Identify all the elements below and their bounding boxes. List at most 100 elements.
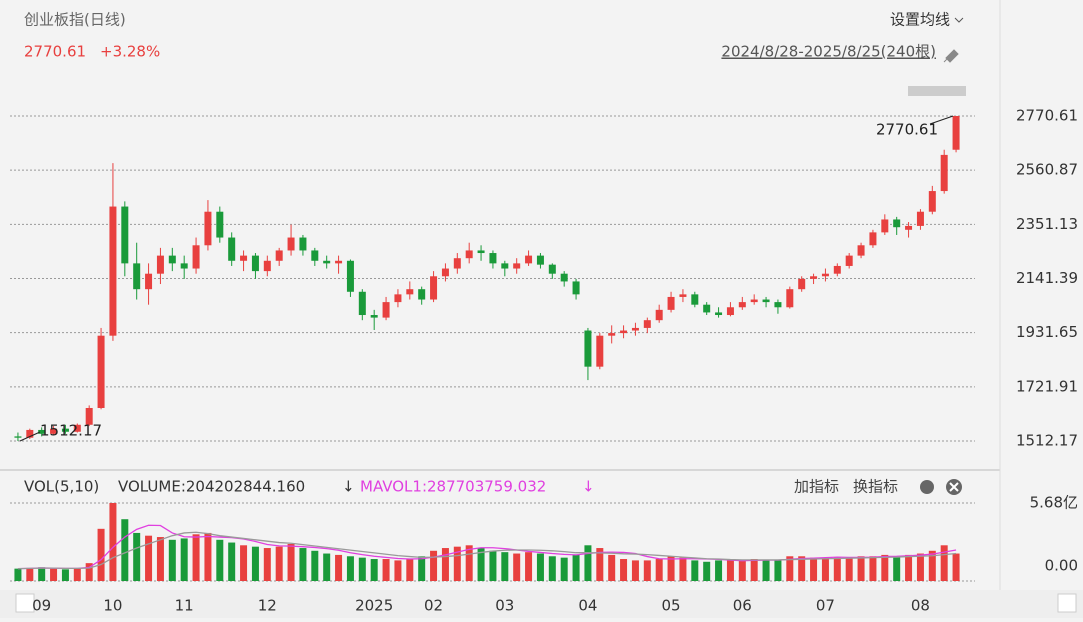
pin-icon[interactable]: [943, 49, 959, 63]
candle-body: [536, 255, 544, 265]
candle-body: [61, 428, 69, 432]
volume-bar: [596, 548, 604, 581]
volume-bar: [133, 532, 141, 581]
candle-body: [513, 263, 521, 269]
candle-body: [26, 429, 34, 438]
volume-bar: [180, 538, 188, 581]
range[interactable]: 2024/8/28-2025/8/25(240根): [721, 43, 936, 61]
candle-body: [287, 237, 295, 251]
volume-bar: [418, 556, 426, 581]
vol-tick-label: 5.68亿: [1030, 494, 1078, 512]
x-tick-label: 03: [495, 597, 514, 615]
scroll-left[interactable]: [15, 593, 35, 613]
volume-bar: [548, 556, 556, 581]
y-tick-label: 1512.17: [1016, 432, 1078, 450]
down-arrow: ↓: [582, 478, 595, 496]
x-tick-label: 10: [103, 597, 122, 615]
candle-body: [346, 260, 354, 292]
candle-body: [109, 206, 117, 336]
volume-bar: [905, 554, 913, 581]
volume-bar: [643, 560, 651, 581]
volume-bar: [394, 560, 402, 581]
candle-body: [370, 315, 378, 318]
scroll-right[interactable]: [1057, 593, 1077, 613]
settings-icon[interactable]: [920, 480, 934, 494]
candle-body: [786, 289, 794, 308]
change: +3.28%: [100, 43, 160, 61]
volume-bar: [715, 560, 723, 581]
x-tick-label: 2025: [355, 597, 393, 615]
volume-bar: [73, 568, 81, 581]
volume-bar: [620, 559, 628, 581]
price: 2770.61: [24, 43, 86, 61]
volume-bar: [750, 559, 758, 581]
candle-body: [916, 211, 924, 226]
candle-body: [726, 307, 734, 316]
volume-bar: [97, 528, 105, 581]
ma-setting[interactable]: 设置均线: [890, 11, 950, 29]
mavol1-value: MAVOL1:287703759.032: [360, 478, 546, 496]
volume-bar: [311, 550, 319, 581]
candle-body: [572, 281, 580, 295]
volume-bar: [240, 545, 248, 581]
x-tick-label: 07: [816, 597, 835, 615]
volume-bar: [370, 559, 378, 581]
y-tick-label: 2560.87: [1016, 161, 1078, 179]
volume-value: VOLUME:204202844.160: [118, 478, 305, 496]
volume-bar: [762, 560, 770, 581]
candle-body: [335, 260, 343, 264]
volume-bar: [192, 534, 200, 581]
y-tick-label: 2141.39: [1016, 269, 1078, 287]
vol-tick-label: 0.00: [1045, 557, 1078, 575]
volume-bar: [845, 557, 853, 581]
candle-body: [679, 294, 687, 297]
candle-body: [358, 291, 366, 316]
mavol-line: [17, 531, 957, 570]
candle-body: [156, 255, 164, 274]
volume-bar: [228, 542, 236, 581]
candle-body: [691, 294, 699, 305]
candle-body: [228, 237, 236, 261]
candle-body: [940, 154, 948, 192]
add-indicator[interactable]: 加指标: [794, 478, 839, 496]
volume-bar: [952, 553, 960, 581]
candle-body: [430, 276, 438, 300]
x-tick-label: 06: [733, 597, 752, 615]
volume-bar: [584, 545, 592, 581]
volume-bar: [382, 559, 390, 581]
volume-bar: [726, 560, 734, 581]
volume-bar: [263, 548, 271, 581]
candle-body: [275, 250, 283, 261]
dropdown-icon[interactable]: [954, 17, 964, 23]
candle-body: [703, 304, 711, 313]
close-x[interactable]: [949, 482, 959, 492]
candle-body: [394, 294, 402, 303]
title: 创业板指(日线): [24, 11, 126, 29]
volume-bar: [358, 557, 366, 581]
y-tick-label: 2351.13: [1016, 215, 1078, 233]
volume-bar: [61, 569, 69, 581]
x-tick-label: 08: [911, 597, 930, 615]
candle-body: [928, 191, 936, 212]
volume-bar: [798, 556, 806, 581]
volume-bar: [168, 539, 176, 581]
candle-body: [952, 115, 960, 150]
candle-body: [50, 428, 58, 434]
candle-body: [869, 232, 877, 246]
volume-bar: [145, 535, 153, 581]
candle-body: [821, 273, 829, 277]
candle-body: [596, 335, 604, 367]
volume-bar: [525, 552, 533, 581]
volume-bar: [275, 546, 283, 581]
switch-indicator[interactable]: 换指标: [853, 478, 898, 496]
volume-bar: [893, 556, 901, 581]
mavol-line: [17, 524, 957, 570]
volume-bar: [406, 559, 414, 581]
volume-bar: [38, 567, 46, 581]
candle-body: [762, 299, 770, 303]
candle-body: [833, 265, 841, 274]
candle-body: [251, 255, 259, 272]
volume-bar: [85, 563, 93, 581]
scrollbar[interactable]: [0, 590, 1083, 618]
candle-body: [38, 429, 46, 434]
